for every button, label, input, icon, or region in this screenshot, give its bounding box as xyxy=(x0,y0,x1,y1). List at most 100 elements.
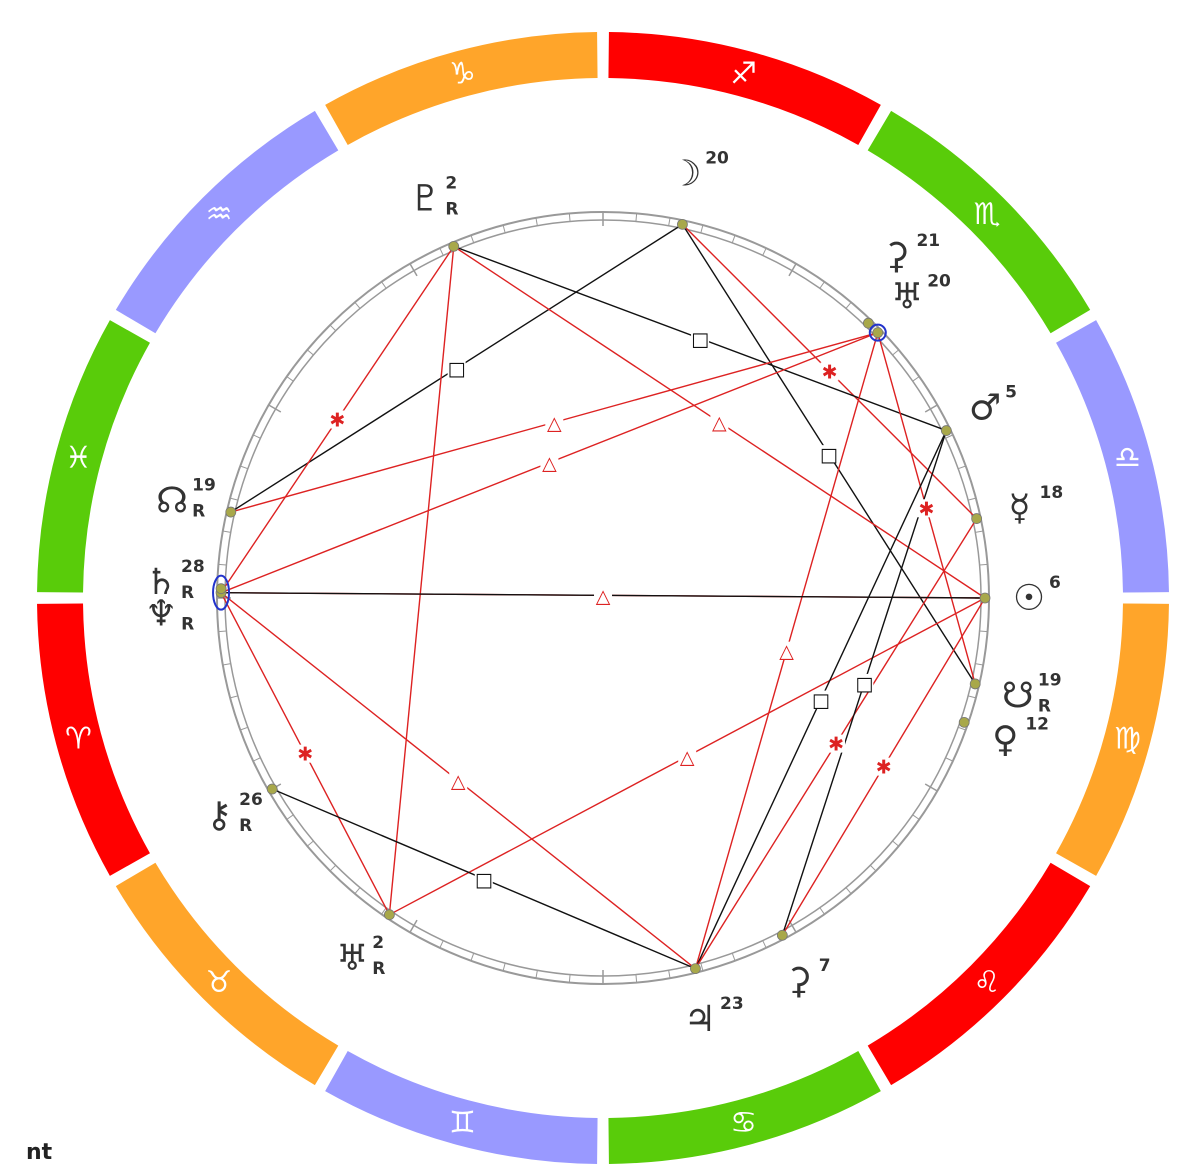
planet-jupiter: ♃ 23 xyxy=(684,994,744,1040)
degree-tick xyxy=(439,247,444,256)
planet-degree: 5 xyxy=(1005,383,1017,403)
highlight-ellipse xyxy=(212,574,231,611)
zodiac-segment-aquarius xyxy=(115,110,339,334)
aspect-symbol-trine-icon: △ xyxy=(596,585,611,607)
planet-degree: 20 xyxy=(705,148,729,168)
leo-icon: ♌ xyxy=(974,965,1001,1000)
aspect-symbol-sextile-icon: ✱ xyxy=(329,410,345,432)
planet-moon: ☽ 20 xyxy=(669,148,729,194)
planet-degree: 2 xyxy=(445,174,457,194)
retrograde-marker: R xyxy=(239,816,252,836)
uranus-icon: ♅ xyxy=(336,938,368,979)
aries-icon: ♈ xyxy=(65,722,92,757)
degree-tick xyxy=(409,919,418,933)
sun-icon: ☉ xyxy=(1013,578,1045,619)
aspect-symbol-sextile-icon: ✱ xyxy=(828,734,844,756)
zodiac-ring: ♐ ♏ ♎ ♍ ♌ ♋ ♊ ♉ ♈ ♓ ♒ ♑ xyxy=(37,32,1169,1164)
degree-tick xyxy=(975,530,984,533)
pisces-icon: ♓ xyxy=(65,440,92,475)
degree-tick xyxy=(788,263,797,277)
planet-degree: 20 xyxy=(927,272,951,292)
degree-tick xyxy=(731,953,736,961)
degree-tick xyxy=(967,695,976,699)
pluto-icon: ♇ xyxy=(409,179,441,220)
degree-tick xyxy=(381,907,387,915)
aspect-symbol-sextile-icon: ✱ xyxy=(822,361,838,383)
aspect-symbol-trine-icon: △ xyxy=(542,453,557,475)
aspect-mark-bg xyxy=(710,413,729,432)
planet-venus: ♀ 12 xyxy=(992,714,1049,760)
aspect-mark-bg xyxy=(820,362,839,381)
planet-dot-chiron xyxy=(266,783,278,795)
retrograde-marker: R xyxy=(372,959,385,979)
degree-tick xyxy=(568,974,571,983)
planet-dot-proserpina xyxy=(862,317,874,329)
degree-tick xyxy=(945,434,954,439)
aspect-mark-bg xyxy=(678,747,697,766)
planet-dot-mars xyxy=(940,425,952,436)
planet-degree: 7 xyxy=(819,956,831,976)
degree-tick xyxy=(354,887,361,895)
planet-mars: ♂ 5 xyxy=(969,383,1017,429)
planet-neptune: ♆ R xyxy=(145,593,194,634)
degree-tick xyxy=(329,324,337,332)
zodiac-segment-taurus xyxy=(115,862,339,1086)
degree-tick xyxy=(230,497,239,501)
degree-tick xyxy=(924,783,938,792)
scorpio-icon: ♏ xyxy=(974,197,1001,232)
libra-icon: ♎ xyxy=(1114,440,1141,475)
aspect-symbol-trine-icon: △ xyxy=(712,412,727,434)
degree-tick xyxy=(568,213,571,222)
planet-chiron: ⚷ 26 R xyxy=(206,790,263,836)
aspect-mark-bg xyxy=(777,641,796,660)
mercury-icon: ☿ xyxy=(1008,488,1030,529)
zodiac-segment-leo xyxy=(867,862,1091,1086)
aspect-mark-bg xyxy=(827,734,846,753)
degree-tick xyxy=(668,217,671,226)
planet-degree: 21 xyxy=(916,231,940,251)
zodiac-segment-libra xyxy=(1056,320,1169,593)
aspect-markers: □ □ ✱ □ △ ✱ △ △ △ ✱ △ ✱ △ △ □ □ ✱ □ ✱ xyxy=(296,328,936,891)
planet-dot-uranus xyxy=(383,909,395,921)
virgo-icon: ♍ xyxy=(1114,722,1141,757)
retrograde-marker: R xyxy=(181,583,194,603)
planet-dot-moon xyxy=(677,218,688,230)
planet-degree: 18 xyxy=(1040,483,1064,503)
neptune-icon: ♆ xyxy=(145,593,177,634)
cancer-icon: ♋ xyxy=(730,1105,757,1140)
retrograde-marker: R xyxy=(445,200,458,220)
zodiac-segment-virgo xyxy=(1056,603,1169,876)
uranian-point-icon: ♅ xyxy=(891,277,923,318)
aspect-symbol-square-icon: □ xyxy=(691,328,709,350)
degree-tick xyxy=(819,907,825,915)
aspect-line-quincunx xyxy=(388,246,455,915)
degree-tick xyxy=(819,281,825,289)
aspect-mark-bg xyxy=(540,453,559,472)
aspect-mark-bg xyxy=(691,329,710,348)
degree-tick xyxy=(268,404,282,413)
highlight-ring xyxy=(868,323,887,342)
aquarius-icon: ♒ xyxy=(206,197,233,232)
degree-tick xyxy=(762,247,767,256)
degree-tick xyxy=(958,465,966,470)
degree-tick xyxy=(845,301,852,309)
planet-degree: 12 xyxy=(1025,714,1049,734)
degree-tick xyxy=(409,263,418,277)
aspect-symbol-trine-icon: △ xyxy=(680,746,695,768)
planet-dot-venus xyxy=(958,716,970,728)
aspect-mark-bg xyxy=(917,499,936,518)
degree-tick xyxy=(286,376,294,382)
degree-tick xyxy=(845,887,852,895)
degree-tick xyxy=(470,235,475,243)
degree-tick xyxy=(762,940,767,949)
zodiac-segment-aries xyxy=(37,603,150,876)
degree-tick xyxy=(218,630,227,633)
retrograde-marker: R xyxy=(192,501,205,521)
planet-mercury: ☿ 18 xyxy=(1008,483,1063,529)
degree-tick xyxy=(700,225,704,234)
aspect-symbol-trine-icon: △ xyxy=(451,771,466,793)
planet-degree: 23 xyxy=(720,994,744,1014)
degree-tick xyxy=(252,434,261,439)
planet-uranian: ♅ 20 xyxy=(891,272,951,318)
degree-tick xyxy=(979,563,988,566)
